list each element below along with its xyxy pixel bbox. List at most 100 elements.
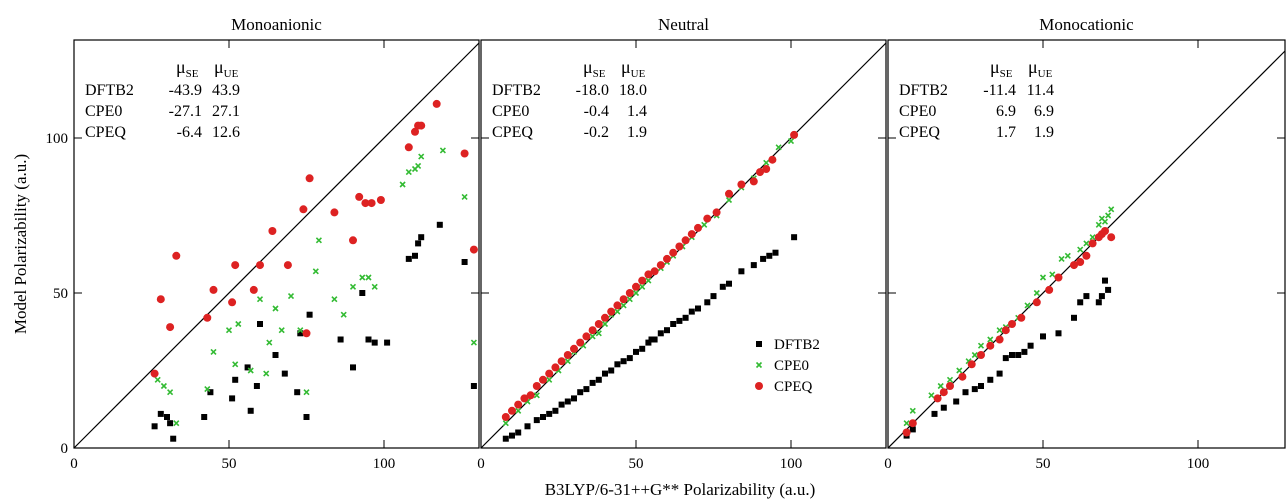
data-point bbox=[272, 352, 279, 358]
data-point bbox=[1077, 299, 1084, 306]
data-point bbox=[650, 267, 659, 276]
data-point bbox=[1054, 273, 1063, 282]
data-point bbox=[1058, 255, 1065, 262]
data-point bbox=[682, 314, 689, 321]
data-point bbox=[902, 428, 911, 437]
stats-ue-value: 1.9 bbox=[1034, 124, 1054, 141]
data-point bbox=[687, 230, 696, 239]
data-point bbox=[257, 321, 263, 327]
y-axis-label: Model Polarizability (a.u.) bbox=[11, 154, 30, 334]
data-point bbox=[958, 372, 967, 381]
data-point bbox=[1040, 333, 1046, 340]
data-point bbox=[509, 432, 515, 439]
data-point bbox=[460, 149, 469, 158]
series-cpeq bbox=[150, 99, 478, 378]
data-point bbox=[977, 351, 985, 359]
data-point bbox=[775, 144, 782, 151]
data-point bbox=[263, 370, 270, 377]
data-point bbox=[207, 389, 214, 396]
data-point bbox=[1049, 271, 1056, 278]
data-point bbox=[303, 414, 310, 420]
data-point bbox=[166, 323, 175, 332]
data-point bbox=[756, 168, 764, 177]
data-point bbox=[546, 376, 553, 383]
stats-se-value: 6.9 bbox=[996, 103, 1016, 120]
panel-frame bbox=[887, 39, 1286, 449]
y-tick-label: 50 bbox=[53, 286, 68, 302]
data-point bbox=[614, 361, 621, 368]
data-point bbox=[946, 376, 954, 383]
data-point bbox=[533, 417, 540, 424]
data-point bbox=[626, 355, 633, 362]
data-point bbox=[1108, 206, 1115, 213]
data-point bbox=[995, 335, 1004, 344]
data-point bbox=[167, 420, 174, 427]
data-point bbox=[532, 382, 541, 390]
data-point bbox=[156, 295, 165, 304]
data-point bbox=[1008, 320, 1016, 328]
data-point bbox=[719, 283, 726, 290]
data-point bbox=[996, 327, 1003, 334]
data-point bbox=[595, 376, 602, 383]
data-point bbox=[725, 189, 733, 198]
data-point bbox=[601, 313, 609, 322]
data-point bbox=[620, 302, 627, 309]
stats-method: CPE0 bbox=[85, 103, 122, 120]
data-point bbox=[225, 327, 233, 334]
data-point bbox=[1032, 298, 1041, 307]
data-point bbox=[1024, 302, 1031, 309]
x-tick-label: 50 bbox=[222, 456, 237, 472]
data-point bbox=[564, 358, 571, 365]
data-point bbox=[515, 407, 522, 414]
data-point bbox=[256, 261, 264, 270]
data-point bbox=[371, 339, 378, 346]
data-point bbox=[625, 289, 634, 297]
data-point bbox=[1002, 355, 1009, 362]
data-point bbox=[1027, 342, 1034, 349]
data-point bbox=[701, 221, 708, 228]
data-point bbox=[367, 199, 376, 208]
data-point bbox=[704, 299, 711, 306]
data-point bbox=[1107, 233, 1116, 242]
panel-data bbox=[150, 99, 478, 442]
data-point bbox=[583, 386, 590, 393]
stats-se-value: -6.4 bbox=[177, 124, 202, 141]
stats-method: DFTB2 bbox=[85, 82, 134, 99]
data-point bbox=[164, 414, 170, 420]
data-point bbox=[956, 367, 963, 374]
panel-neutral: Neutral 0 50 100 μSE μUE DFTB2 -18.0 18.0 CPE0 -0.… bbox=[477, 15, 887, 472]
x-tick-label: 100 bbox=[1187, 456, 1210, 472]
series-dftb2 bbox=[151, 221, 477, 442]
data-point bbox=[173, 420, 180, 427]
data-point bbox=[787, 138, 795, 145]
y-tick-label: 0 bbox=[61, 441, 69, 457]
data-point bbox=[725, 196, 733, 204]
data-point bbox=[614, 308, 621, 315]
data-point bbox=[1017, 313, 1026, 322]
data-point bbox=[1001, 326, 1010, 335]
panel-monocationic: Monocationic 0 50 100 μSE μUE DFTB2 -11.4 11.4 CP… bbox=[884, 15, 1286, 472]
data-point bbox=[762, 165, 771, 173]
legend-label: DFTB2 bbox=[774, 337, 820, 353]
data-point bbox=[539, 375, 547, 384]
data-point bbox=[337, 336, 344, 343]
data-point bbox=[268, 227, 277, 235]
data-point bbox=[582, 332, 591, 341]
data-point bbox=[977, 342, 985, 349]
legend-marker bbox=[755, 361, 763, 369]
data-point bbox=[589, 333, 596, 340]
data-point bbox=[1071, 314, 1077, 321]
data-point bbox=[249, 285, 258, 294]
panel-frame bbox=[480, 39, 887, 449]
data-point bbox=[461, 193, 468, 200]
data-point bbox=[1021, 348, 1028, 355]
data-point bbox=[712, 208, 721, 217]
data-point bbox=[791, 234, 798, 241]
data-point bbox=[996, 370, 1003, 377]
data-point bbox=[150, 369, 159, 378]
data-point bbox=[469, 245, 478, 254]
stats-method: CPE0 bbox=[492, 103, 529, 120]
data-point bbox=[1009, 352, 1015, 358]
data-point bbox=[1095, 221, 1102, 228]
data-point bbox=[594, 320, 603, 328]
